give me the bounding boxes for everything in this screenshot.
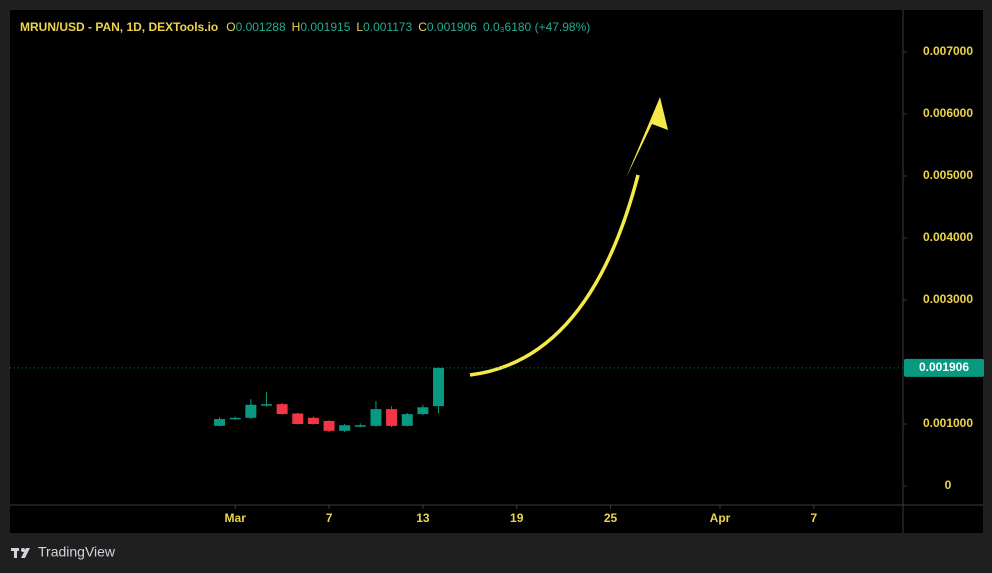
x-tick-label: 7 xyxy=(811,511,818,525)
brand-logo xyxy=(11,548,30,558)
candle-body xyxy=(307,417,319,425)
candle-body xyxy=(245,404,257,418)
ohlc-value: 0.001173 xyxy=(363,20,412,34)
y-tick-label: 0.001000 xyxy=(923,416,973,430)
ohlc-value: 0.001906 xyxy=(427,20,477,34)
ohlc-label: H xyxy=(292,20,301,34)
ohlc-value: 0.001915 xyxy=(300,20,350,34)
ohlc-label: O xyxy=(226,20,235,34)
candle-body xyxy=(260,404,272,406)
candle-body xyxy=(276,404,288,415)
x-tick-label: 7 xyxy=(326,511,333,525)
brand: TradingView xyxy=(38,544,116,560)
candle-body xyxy=(354,425,366,427)
candle-body xyxy=(339,425,351,431)
candle-body xyxy=(229,417,241,420)
arrow-head xyxy=(626,97,668,178)
ohlc-label: L xyxy=(356,20,363,34)
candle-body xyxy=(214,419,226,426)
candle-body xyxy=(386,409,398,426)
x-tick-label: Mar xyxy=(225,511,247,525)
x-tick-label: 19 xyxy=(510,511,524,525)
ohlc-value: 0.001288 xyxy=(236,20,286,34)
price-tag xyxy=(904,358,984,377)
candle-body xyxy=(292,413,304,425)
title: MRUN/USD - PAN, 1D, DEXTools.io xyxy=(20,20,218,34)
x-tick-label: 25 xyxy=(604,511,618,525)
y-tick-label: 0.007000 xyxy=(923,44,973,58)
legend-header: MRUN/USD - PAN, 1D, DEXTools.io O0.001288… xyxy=(20,20,590,34)
price-tag-label: 0.001906 xyxy=(919,360,969,374)
candle-body xyxy=(417,407,429,415)
change: 0.0₃6180 (+47.98%) xyxy=(483,20,590,34)
x-tick-label: Apr xyxy=(710,511,731,525)
y-tick-label: 0 xyxy=(945,478,952,492)
x-tick-label: 13 xyxy=(416,511,430,525)
arrow-shaft xyxy=(469,174,640,377)
chart-area xyxy=(10,10,983,533)
y-tick-label: 0.003000 xyxy=(923,292,973,306)
candle-body xyxy=(401,414,413,426)
y-tick-label: 0.006000 xyxy=(923,106,973,120)
y-tick-label: 0.004000 xyxy=(923,230,973,244)
ohlc-label: C xyxy=(418,20,427,34)
candle-body xyxy=(370,409,382,426)
candle-body xyxy=(323,420,335,431)
candle-body xyxy=(433,367,445,407)
y-tick-label: 0.005000 xyxy=(923,168,973,182)
